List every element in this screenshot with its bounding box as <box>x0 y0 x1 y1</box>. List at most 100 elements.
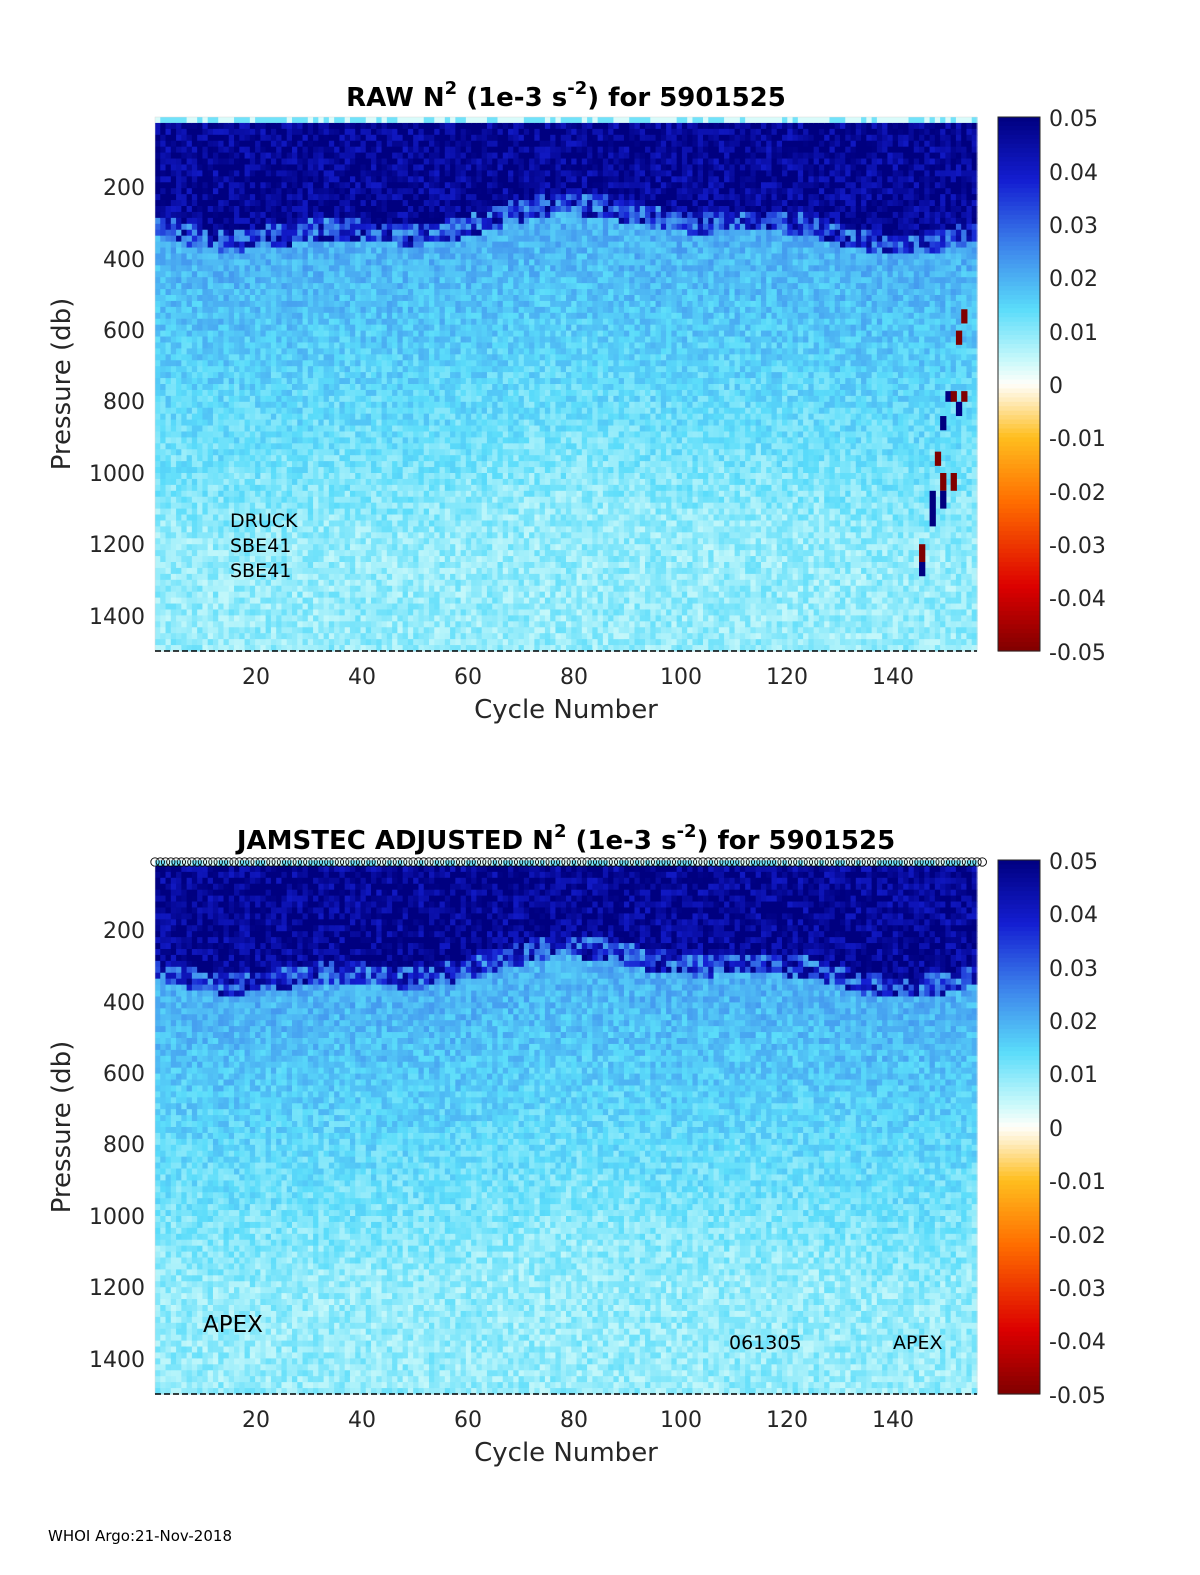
heatmap-cell <box>197 164 203 171</box>
heatmap-cell <box>202 194 208 201</box>
heatmap-cell <box>166 194 172 201</box>
heatmap-cell <box>202 147 208 154</box>
heatmap-cell <box>192 556 198 563</box>
heatmap-cell <box>160 627 166 634</box>
heatmap-cell <box>213 253 219 260</box>
heatmap-cell <box>208 568 214 575</box>
heatmap-cell <box>192 319 198 326</box>
heatmap-cell <box>171 170 177 177</box>
heatmap-cell <box>192 568 198 575</box>
heatmap-cell <box>155 550 161 557</box>
heatmap-cell <box>239 331 245 338</box>
heatmap-cell <box>155 491 161 498</box>
heatmap-cell <box>218 491 224 498</box>
heatmap-cell <box>160 313 166 320</box>
heatmap-cell <box>192 574 198 581</box>
heatmap-cell <box>208 515 214 522</box>
heatmap-cell <box>239 354 245 361</box>
heatmap-cell <box>213 538 219 545</box>
heatmap-cell <box>160 147 166 154</box>
heatmap-cell <box>155 295 161 302</box>
heatmap-cell <box>176 509 182 516</box>
heatmap-cell <box>176 182 182 189</box>
heatmap-cell <box>229 609 235 616</box>
heatmap-cell <box>208 230 214 237</box>
heatmap-cell <box>160 242 166 249</box>
heatmap-cell <box>239 307 245 314</box>
heatmap-cell <box>208 319 214 326</box>
heatmap-cell <box>213 431 219 438</box>
heatmap-cell <box>155 307 161 314</box>
heatmap-cell <box>229 633 235 640</box>
heatmap-cell <box>192 206 198 213</box>
heatmap-cell <box>181 550 187 557</box>
heatmap-cell <box>166 141 172 148</box>
heatmap-cell <box>208 224 214 231</box>
heatmap-cell <box>166 455 172 462</box>
heatmap-cell <box>192 348 198 355</box>
heatmap-cell <box>218 473 224 480</box>
heatmap-cell <box>234 123 240 130</box>
heatmap-cell <box>213 378 219 385</box>
heatmap-cell <box>213 360 219 367</box>
heatmap-cell <box>224 420 230 427</box>
heatmap-cell <box>213 342 219 349</box>
heatmap-cell <box>176 467 182 474</box>
heatmap-cell <box>197 283 203 290</box>
heatmap-cell <box>166 562 172 569</box>
heatmap-cell <box>176 354 182 361</box>
heatmap-cell <box>166 159 172 166</box>
heatmap-cell <box>213 461 219 468</box>
heatmap-cell <box>181 414 187 421</box>
heatmap-cell <box>166 633 172 640</box>
heatmap-cell <box>187 182 193 189</box>
heatmap-cell <box>197 408 203 415</box>
heatmap-cell <box>224 378 230 385</box>
heatmap-cell <box>234 159 240 166</box>
heatmap-cell <box>181 420 187 427</box>
heatmap-cell <box>229 170 235 177</box>
heatmap-cell <box>192 372 198 379</box>
heatmap-cell <box>171 402 177 409</box>
heatmap-cell <box>187 461 193 468</box>
heatmap-cell <box>197 526 203 533</box>
heatmap-cell <box>229 164 235 171</box>
heatmap-cell <box>166 307 172 314</box>
heatmap-cell <box>192 538 198 545</box>
heatmap-cell <box>155 141 161 148</box>
heatmap-cell <box>166 170 172 177</box>
heatmap-cell <box>234 319 240 326</box>
heatmap-cell <box>208 592 214 599</box>
heatmap-cell <box>160 526 166 533</box>
heatmap-cell <box>229 135 235 142</box>
heatmap-cell <box>187 307 193 314</box>
heatmap-cell <box>171 337 177 344</box>
heatmap-cell <box>160 621 166 628</box>
heatmap-cell <box>234 206 240 213</box>
heatmap-cell <box>181 259 187 266</box>
heatmap-cell <box>181 479 187 486</box>
heatmap-cell <box>181 206 187 213</box>
heatmap-cell <box>187 159 193 166</box>
heatmap-cell <box>166 342 172 349</box>
heatmap-cell <box>208 372 214 379</box>
heatmap-cell <box>239 598 245 605</box>
heatmap-cell <box>171 117 177 124</box>
heatmap-cell <box>239 426 245 433</box>
heatmap-cell <box>218 271 224 278</box>
heatmap-cell <box>160 609 166 616</box>
heatmap-cell <box>218 354 224 361</box>
heatmap-cell <box>234 609 240 616</box>
heatmap-cell <box>208 586 214 593</box>
heatmap-cell <box>197 443 203 450</box>
heatmap-cell <box>224 485 230 492</box>
heatmap-cell <box>197 532 203 539</box>
heatmap-cell <box>224 348 230 355</box>
heatmap-cell <box>166 242 172 249</box>
heatmap-cell <box>160 230 166 237</box>
heatmap-cell <box>208 331 214 338</box>
heatmap-cell <box>155 497 161 504</box>
heatmap-cell <box>192 325 198 332</box>
heatmap-cell <box>202 141 208 148</box>
heatmap-cell <box>155 253 161 260</box>
